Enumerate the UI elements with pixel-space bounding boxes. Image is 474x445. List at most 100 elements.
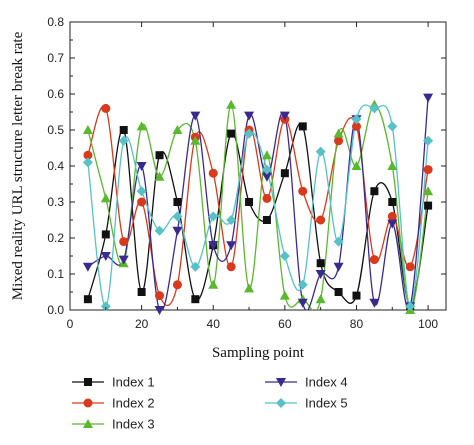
index-2-point: [137, 197, 147, 207]
index-4-point: [82, 262, 93, 272]
index-4-point: [369, 298, 380, 308]
x-tick-label: 80: [350, 317, 364, 331]
index-3-point: [100, 193, 111, 203]
index-1-point: [245, 198, 254, 206]
index-1-point: [298, 122, 307, 131]
index-3-point: [315, 294, 326, 304]
index-5-point: [351, 114, 362, 125]
legend-marker: [276, 398, 286, 408]
index-1-point: [227, 129, 236, 138]
index-4-point: [172, 226, 183, 236]
index-4-point: [261, 172, 272, 182]
index-4-point: [154, 306, 165, 315]
legend-item-index-2: Index 2: [72, 396, 155, 411]
index-5-point: [208, 211, 219, 222]
index-4-point: [190, 111, 201, 121]
x-tick-label: 40: [207, 317, 221, 331]
index-5-point: [315, 146, 326, 157]
series-markers: [82, 93, 434, 315]
index-2-point: [369, 255, 379, 265]
y-tick-label: 0.6: [47, 87, 64, 101]
index-3-point: [190, 135, 201, 145]
index-5-point: [279, 251, 290, 261]
y-tick-label: 0.3: [47, 195, 64, 209]
index-1-point: [424, 201, 433, 210]
index-1-curve: [87, 122, 429, 308]
index-1-point: [280, 169, 289, 178]
y-tick-label: 0.7: [47, 51, 64, 65]
index-3-point: [244, 283, 255, 293]
x-axis: 0 20 40 60 80 100: [67, 22, 438, 331]
index-2-point: [262, 193, 272, 203]
index-3-point: [261, 150, 272, 160]
x-axis-title: Sampling point: [212, 345, 305, 361]
y-tick-label: 0.0: [47, 303, 64, 317]
index-4-point: [226, 241, 237, 251]
index-2-point: [316, 215, 326, 225]
y-tick-label: 0.5: [47, 123, 64, 137]
index-2-point: [351, 121, 361, 131]
index-3-point: [351, 161, 362, 170]
legend-marker: [276, 378, 286, 387]
index-3-point: [82, 125, 93, 134]
index-2-point: [155, 291, 165, 301]
y-tick-label: 0.4: [47, 159, 64, 173]
index-3-point: [226, 99, 237, 109]
index-4-point: [279, 111, 290, 121]
index-1-point: [352, 291, 361, 300]
index-1-point: [370, 187, 379, 196]
index-2-point: [83, 150, 93, 160]
legend-label: Index 3: [112, 417, 155, 432]
x-tick-label: 100: [418, 317, 438, 331]
legend-item-index-4: Index 4: [265, 375, 348, 390]
index-4-point: [136, 162, 147, 171]
legend: Index 1 Index 2 Index 3 Index 4 Index 5: [72, 375, 348, 432]
index-1-point: [334, 288, 343, 296]
index-2-point: [172, 280, 182, 290]
x-tick-label: 0: [67, 317, 74, 331]
x-tick-label: 20: [135, 317, 149, 331]
index-2-point: [101, 103, 111, 113]
index-4-point: [208, 241, 219, 251]
legend-label: Index 5: [305, 396, 348, 411]
index-3-point: [172, 125, 183, 134]
index-5-point: [190, 261, 201, 272]
index-2-point: [334, 136, 344, 146]
index-3-point: [387, 161, 398, 170]
y-axis-title: Mixed reality URL structure letter break…: [10, 31, 26, 300]
y-tick-label: 0.2: [47, 231, 64, 245]
index-3-point: [154, 171, 165, 181]
index-4-point: [297, 298, 308, 308]
index-5-point: [100, 301, 111, 312]
index-5-point: [226, 215, 237, 225]
index-4-point: [387, 219, 398, 229]
legend-marker: [84, 378, 92, 386]
legend-marker: [83, 398, 93, 408]
index-1-point: [137, 288, 146, 296]
index-5-point: [261, 164, 272, 175]
index-2-point: [405, 262, 415, 272]
y-tick-label: 0.8: [47, 15, 64, 29]
index-5-point: [244, 128, 255, 139]
index-1-point: [316, 259, 325, 268]
index-4-point: [333, 262, 344, 272]
index-2-point: [298, 186, 308, 196]
index-2-point: [119, 237, 129, 247]
x-tick-label: 60: [278, 317, 292, 331]
index-3-point: [136, 121, 147, 131]
index-5-point: [136, 186, 147, 197]
legend-item-index-1: Index 1: [72, 375, 155, 390]
index-5-point: [405, 301, 416, 312]
index-5-point: [118, 135, 129, 146]
legend-label: Index 1: [112, 375, 155, 390]
index-4-point: [315, 270, 326, 279]
index-2-point: [387, 211, 397, 221]
legend-item-index-3: Index 3: [72, 417, 155, 432]
index-1-point: [191, 295, 200, 304]
index-4-point: [244, 111, 255, 121]
index-1-point: [83, 295, 92, 304]
index-1-point: [119, 126, 128, 134]
index-5-point: [154, 225, 165, 236]
index-5-point: [172, 211, 183, 222]
index-1-point: [101, 230, 110, 239]
